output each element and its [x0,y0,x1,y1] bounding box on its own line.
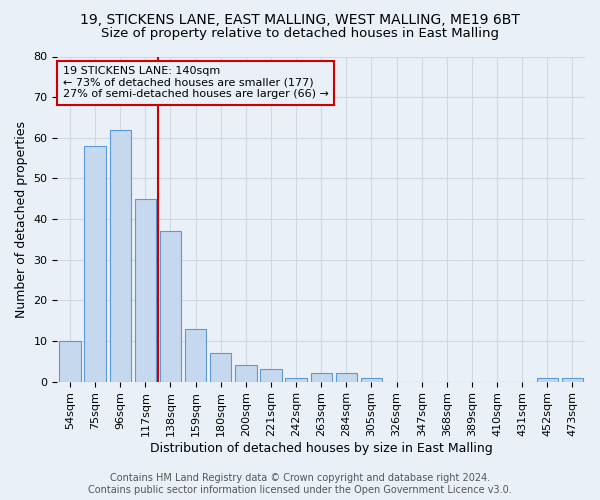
Bar [536,378,558,382]
Bar [210,353,232,382]
Text: Size of property relative to detached houses in East Malling: Size of property relative to detached ho… [101,28,499,40]
X-axis label: Distribution of detached houses by size in East Malling: Distribution of detached houses by size … [150,442,493,455]
Bar [160,231,181,382]
Bar [562,378,583,382]
Text: 19, STICKENS LANE, EAST MALLING, WEST MALLING, ME19 6BT: 19, STICKENS LANE, EAST MALLING, WEST MA… [80,12,520,26]
Bar [335,374,357,382]
Bar [59,341,80,382]
Bar [185,329,206,382]
Bar [286,378,307,382]
Text: Contains HM Land Registry data © Crown copyright and database right 2024.
Contai: Contains HM Land Registry data © Crown c… [88,474,512,495]
Bar [260,370,281,382]
Text: 19 STICKENS LANE: 140sqm
← 73% of detached houses are smaller (177)
27% of semi-: 19 STICKENS LANE: 140sqm ← 73% of detach… [62,66,329,100]
Bar [110,130,131,382]
Bar [85,146,106,382]
Bar [134,198,156,382]
Y-axis label: Number of detached properties: Number of detached properties [15,120,28,318]
Bar [311,374,332,382]
Bar [235,366,257,382]
Bar [361,378,382,382]
